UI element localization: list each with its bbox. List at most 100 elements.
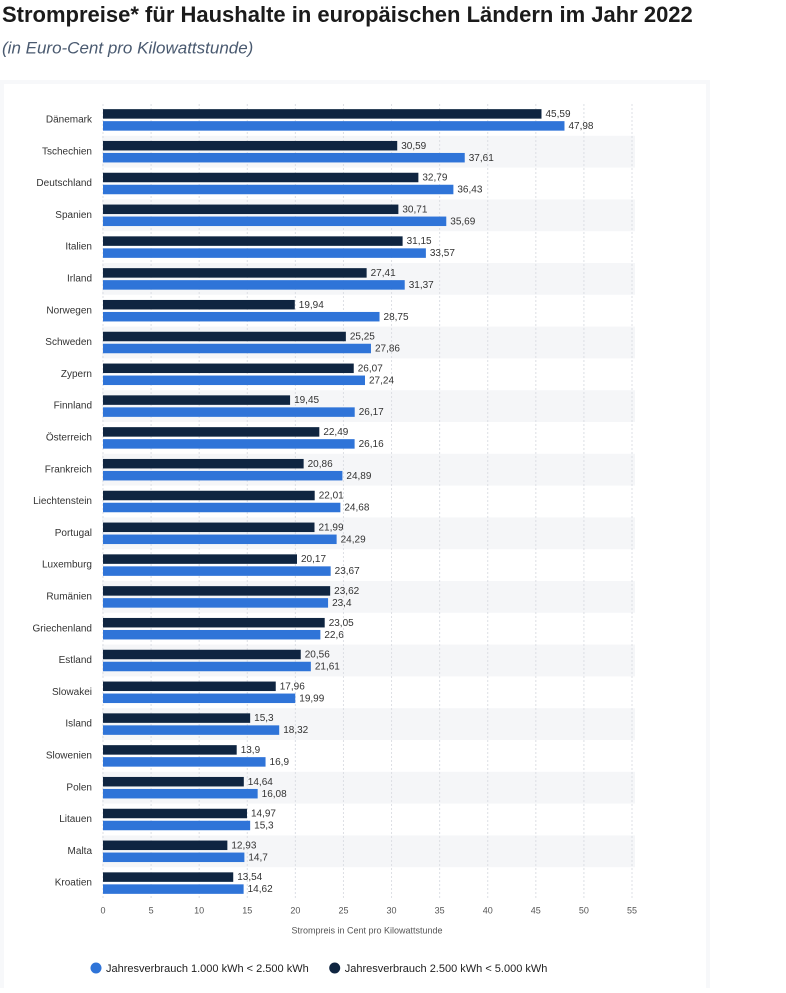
- bar: [103, 534, 337, 545]
- y-tick-label: Litauen: [59, 814, 92, 825]
- bar: [103, 872, 234, 882]
- x-tick-label: 35: [435, 905, 445, 915]
- bar: [103, 470, 343, 481]
- x-tick-label: 45: [531, 905, 541, 915]
- bar: [103, 852, 245, 863]
- x-tick-label: 50: [579, 905, 589, 915]
- bar: [103, 343, 371, 354]
- value-label: 20,17: [301, 554, 326, 565]
- bar: [103, 427, 320, 437]
- x-axis-title: Strompreis in Cent pro Kilowattstunde: [291, 925, 442, 935]
- value-label: 27,86: [375, 344, 400, 355]
- row-band: [102, 771, 635, 804]
- value-label: 33,57: [430, 248, 455, 259]
- bar: [103, 681, 276, 692]
- value-label: 21,61: [315, 662, 340, 673]
- value-label: 27,24: [369, 375, 394, 386]
- bar: [103, 331, 346, 342]
- y-tick-label: Italien: [65, 242, 92, 253]
- bar: [103, 299, 295, 310]
- value-label: 23,62: [334, 586, 359, 597]
- bar: [103, 204, 399, 215]
- bar: [103, 840, 228, 851]
- value-label: 26,16: [359, 439, 384, 450]
- bar: [103, 820, 251, 831]
- bar: [103, 248, 426, 258]
- value-label: 18,32: [283, 725, 308, 736]
- bar: [103, 216, 447, 227]
- bar: [103, 407, 355, 417]
- bar: [103, 617, 325, 628]
- row-band: [102, 263, 635, 295]
- y-tick-label: Spanien: [55, 210, 92, 221]
- bar: [103, 725, 280, 735]
- value-label: 31,15: [407, 236, 432, 247]
- bar: [103, 788, 258, 799]
- bar: [103, 439, 355, 449]
- bar: [103, 268, 367, 278]
- value-label: 14,7: [248, 852, 268, 863]
- value-label: 23,05: [329, 618, 354, 629]
- bar: [103, 661, 311, 672]
- value-label: 23,4: [332, 598, 352, 609]
- y-tick-label: Deutschland: [36, 178, 92, 189]
- bar: [103, 598, 329, 608]
- value-label: 13,54: [237, 872, 262, 883]
- value-label: 19,94: [299, 300, 324, 311]
- value-label: 37,61: [469, 153, 494, 164]
- bar: [103, 884, 244, 894]
- y-tick-label: Griechenland: [33, 623, 92, 634]
- bar: [103, 395, 291, 405]
- bar: [103, 280, 405, 290]
- legend-label: Jahresverbrauch 1.000 kWh < 2.500 kWh: [106, 963, 309, 975]
- value-label: 24,29: [341, 534, 366, 545]
- x-tick-label: 55: [627, 905, 637, 915]
- y-tick-label: Dänemark: [46, 115, 93, 126]
- value-label: 24,89: [346, 471, 371, 482]
- y-tick-label: Norwegen: [46, 305, 92, 316]
- bar: [103, 490, 315, 501]
- value-label: 30,71: [402, 204, 427, 215]
- y-tick-label: Schweden: [45, 337, 92, 348]
- y-tick-label: Slowakei: [52, 687, 92, 698]
- value-label: 14,62: [248, 884, 273, 895]
- value-label: 36,43: [457, 185, 482, 196]
- value-label: 16,08: [262, 789, 287, 800]
- y-tick-label: Slowenien: [46, 751, 92, 762]
- y-tick-label: Frankreich: [45, 464, 92, 475]
- value-label: 20,86: [308, 459, 333, 470]
- y-tick-label: Zypern: [61, 369, 92, 380]
- bar: [103, 522, 315, 533]
- value-label: 21,99: [319, 522, 344, 533]
- y-tick-label: Österreich: [46, 432, 92, 444]
- row-band: [102, 644, 635, 677]
- row-band: [102, 835, 635, 868]
- value-label: 19,45: [294, 395, 319, 406]
- value-label: 47,98: [568, 121, 593, 132]
- y-tick-label: Tschechien: [42, 146, 92, 157]
- value-label: 22,6: [324, 630, 344, 641]
- value-label: 35,69: [450, 216, 475, 227]
- y-tick-label: Luxemburg: [42, 560, 92, 571]
- chart-title: Strompreise* für Haushalte in europäisch…: [2, 2, 693, 27]
- x-tick-label: 30: [387, 905, 397, 915]
- bar: [103, 109, 542, 119]
- value-label: 30,59: [401, 141, 426, 152]
- bar: [103, 375, 365, 386]
- y-tick-label: Rumänien: [46, 592, 92, 603]
- value-label: 27,41: [371, 268, 396, 279]
- row-band: [102, 581, 635, 613]
- y-tick-label: Kroatien: [55, 878, 92, 889]
- y-tick-label: Irland: [67, 274, 92, 285]
- row-band: [102, 708, 635, 740]
- value-label: 19,99: [299, 693, 324, 704]
- y-tick-label: Liechtenstein: [33, 496, 92, 507]
- y-tick-label: Polen: [66, 782, 92, 793]
- value-label: 32,79: [422, 173, 447, 184]
- bar: [103, 776, 244, 787]
- bar: [103, 649, 301, 660]
- bar: [103, 502, 341, 513]
- bar: [103, 586, 331, 596]
- value-label: 23,67: [335, 566, 360, 577]
- value-label: 15,3: [254, 821, 274, 832]
